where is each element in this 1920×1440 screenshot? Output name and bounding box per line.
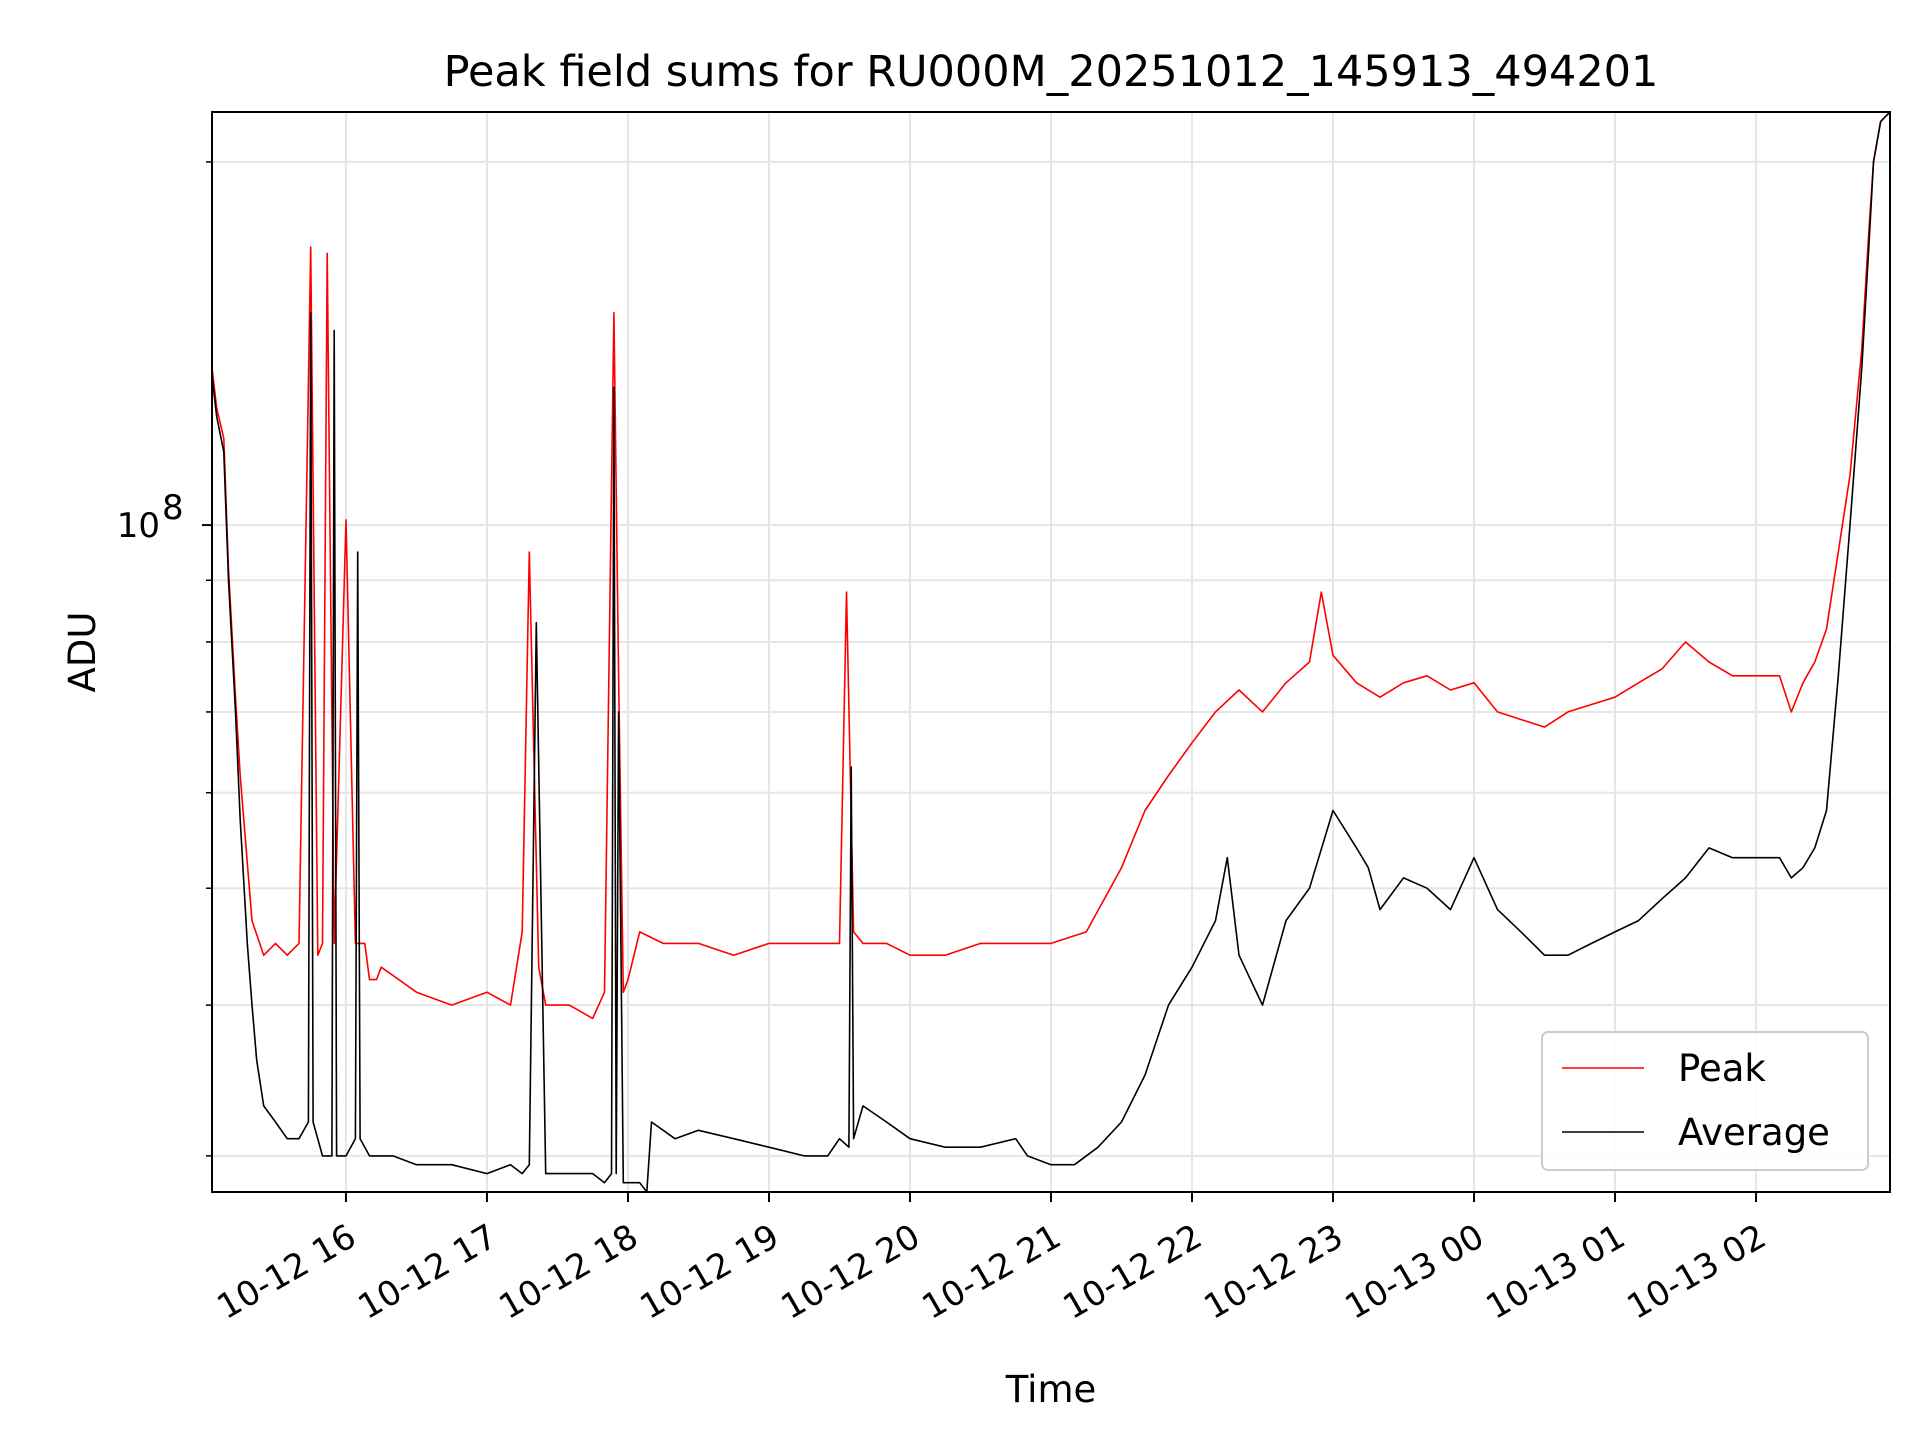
x-tick-label: 10-12 17: [351, 1217, 503, 1328]
x-tick-label: 10-12 21: [916, 1217, 1068, 1328]
series-line-average: [212, 112, 1890, 1192]
x-tick-label: 10-12 22: [1057, 1217, 1209, 1328]
x-tick-label: 10-13 01: [1480, 1217, 1632, 1328]
x-tick-label: 10-12 20: [774, 1217, 926, 1328]
x-tick-label: 10-12 23: [1198, 1217, 1350, 1328]
x-tick-label: 10-13 02: [1621, 1217, 1773, 1328]
series-lines: [212, 112, 1890, 1192]
legend-label-average: Average: [1678, 1111, 1830, 1154]
grid: [212, 112, 1890, 1192]
x-tick-label: 10-12 16: [210, 1217, 362, 1328]
x-tick-label: 10-12 19: [633, 1217, 785, 1328]
y-axis: 10 8: [117, 161, 212, 1157]
x-axis-label: Time: [1005, 1368, 1097, 1411]
legend: Peak Average: [1541, 1031, 1869, 1171]
legend-label-peak: Peak: [1678, 1047, 1766, 1090]
chart-title: Peak field sums for RU000M_20251012_1459…: [444, 47, 1659, 97]
x-tick-label: 10-12 18: [492, 1217, 644, 1328]
y-tick-label-exponent: 8: [162, 488, 184, 528]
x-tick-label: 10-13 00: [1339, 1217, 1491, 1328]
y-axis-label: ADU: [61, 612, 104, 693]
series-line-peak: [212, 112, 1890, 1020]
legend-box: [1541, 1031, 1869, 1171]
y-tick-label-base: 10: [117, 506, 160, 546]
